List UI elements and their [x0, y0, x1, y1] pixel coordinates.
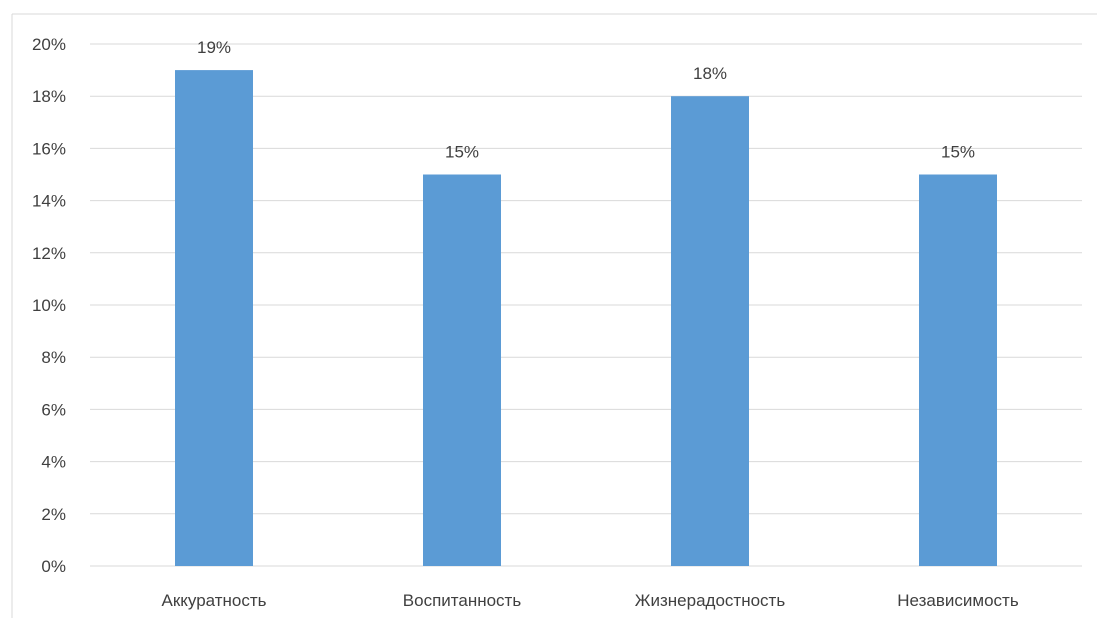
y-tick-label: 12% — [32, 244, 66, 263]
bar — [175, 70, 253, 566]
y-tick-label: 2% — [41, 505, 66, 524]
y-tick-label: 8% — [41, 348, 66, 367]
data-label: 18% — [693, 64, 727, 83]
x-category-label: Независимость — [897, 591, 1019, 610]
y-tick-label: 18% — [32, 87, 66, 106]
data-label: 15% — [445, 143, 479, 162]
y-tick-label: 20% — [32, 35, 66, 54]
bar — [919, 174, 997, 566]
data-label: 19% — [197, 38, 231, 57]
gridlines — [90, 43, 1082, 567]
y-tick-label: 14% — [32, 192, 66, 211]
y-axis-tick-labels: 0% 2% 4% 6% 8% 10% 12% 14% 16% 18% 20% — [32, 35, 66, 576]
x-category-label: Аккуратность — [161, 591, 266, 610]
data-labels: 19% 15% 18% 15% — [197, 38, 975, 161]
bars — [175, 70, 997, 566]
x-axis-category-labels: Аккуратность Воспитанность Жизнерадостност… — [161, 591, 1018, 610]
y-tick-label: 16% — [32, 139, 66, 158]
data-label: 15% — [941, 143, 975, 162]
y-tick-label: 10% — [32, 296, 66, 315]
x-category-label: Воспитанность — [403, 591, 522, 610]
bar — [671, 96, 749, 566]
y-tick-label: 4% — [41, 453, 66, 472]
y-tick-label: 0% — [41, 557, 66, 576]
y-tick-label: 6% — [41, 400, 66, 419]
bar — [423, 174, 501, 566]
x-category-label: Жизнерадостность — [635, 591, 786, 610]
